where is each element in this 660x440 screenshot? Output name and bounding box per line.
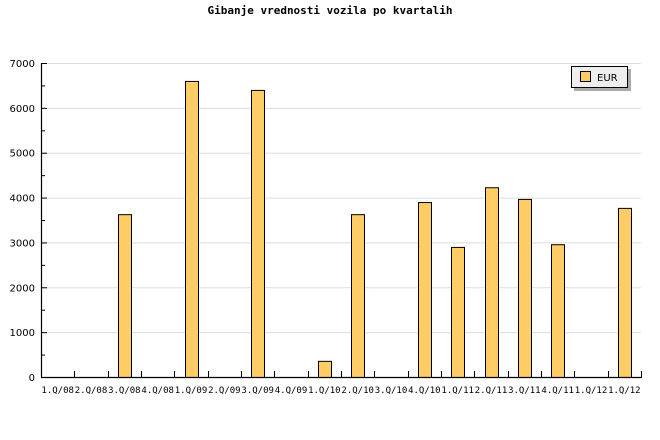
x-tick-label: 4.Q/11 [541, 386, 574, 396]
y-tick-label: 2000 [10, 283, 35, 294]
chart-title: Gibanje vrednosti vozila po kvartalih [207, 4, 453, 17]
x-tick-label: 3.Q/10 [375, 386, 408, 396]
y-tick-label: 0 [29, 373, 35, 384]
bar [351, 214, 365, 378]
legend-swatch [580, 71, 591, 82]
bar [485, 187, 499, 378]
x-tick-label: 2.Q/10 [341, 386, 374, 396]
bar [318, 360, 332, 379]
bar [185, 80, 199, 378]
x-tick-label: 3.Q/09 [241, 386, 274, 396]
bar [118, 214, 132, 378]
x-tick-label: 4.Q/09 [275, 386, 308, 396]
y-tick-label: 1000 [10, 328, 35, 339]
x-tick-label: 4.Q/10 [408, 386, 441, 396]
y-tick-label: 4000 [10, 194, 35, 205]
x-tick-label: 1.Q/11 [441, 386, 474, 396]
bar [251, 89, 265, 379]
x-tick-label: 1.Q/12 [575, 386, 608, 396]
x-tick-label: 1.Q/08 [41, 386, 74, 396]
x-tick-label: 2.Q/09 [208, 386, 241, 396]
y-tick-label: 5000 [10, 149, 35, 160]
x-tick-label: 4.Q/08 [141, 386, 174, 396]
bar [518, 198, 532, 378]
bar [618, 207, 632, 378]
x-tick-label: 1.Q/12 [608, 386, 641, 396]
bar [418, 202, 432, 378]
x-tick-label: 3.Q/08 [108, 386, 141, 396]
bar [551, 244, 565, 378]
x-tick-label: 2.Q/11 [475, 386, 508, 396]
y-tick-label: 6000 [10, 104, 35, 115]
x-tick-label: 1.Q/10 [308, 386, 341, 396]
y-tick-label: 7000 [10, 59, 35, 70]
x-tick-label: 1.Q/09 [175, 386, 208, 396]
legend-label: EUR [597, 73, 618, 84]
bar [451, 246, 465, 378]
x-tick-label: 3.Q/11 [508, 386, 541, 396]
y-tick-label: 3000 [10, 238, 35, 249]
x-tick-label: 2.Q/08 [75, 386, 108, 396]
